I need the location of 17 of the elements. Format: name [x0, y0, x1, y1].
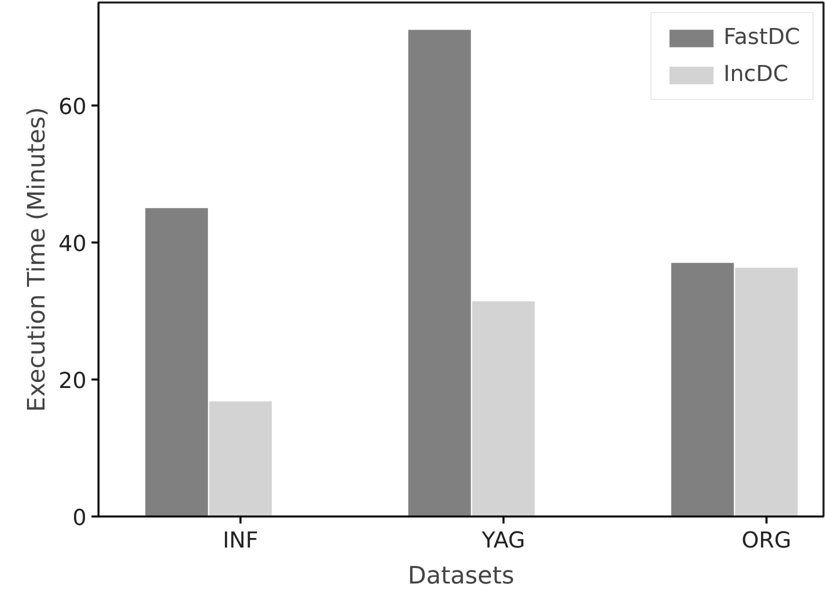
x-tick-label: YAG [480, 528, 526, 554]
legend-label: FastDC [723, 25, 800, 50]
bar [408, 30, 471, 516]
bar [145, 208, 208, 516]
y-tick-label: 0 [72, 506, 87, 531]
y-tick-label: 60 [58, 94, 87, 120]
bar [735, 268, 798, 516]
x-tick-label: INF [222, 528, 258, 554]
legend-label: IncDC [723, 62, 788, 87]
bar [472, 301, 535, 516]
y-tick-label: 20 [58, 368, 87, 394]
y-axis-title: Execution Time (Minutes) [22, 107, 51, 412]
bar [209, 401, 272, 516]
x-axis-title: Datasets [408, 562, 514, 590]
y-tick-label: 40 [58, 232, 87, 257]
bar [671, 262, 734, 516]
x-tick-label: ORG [742, 528, 792, 554]
